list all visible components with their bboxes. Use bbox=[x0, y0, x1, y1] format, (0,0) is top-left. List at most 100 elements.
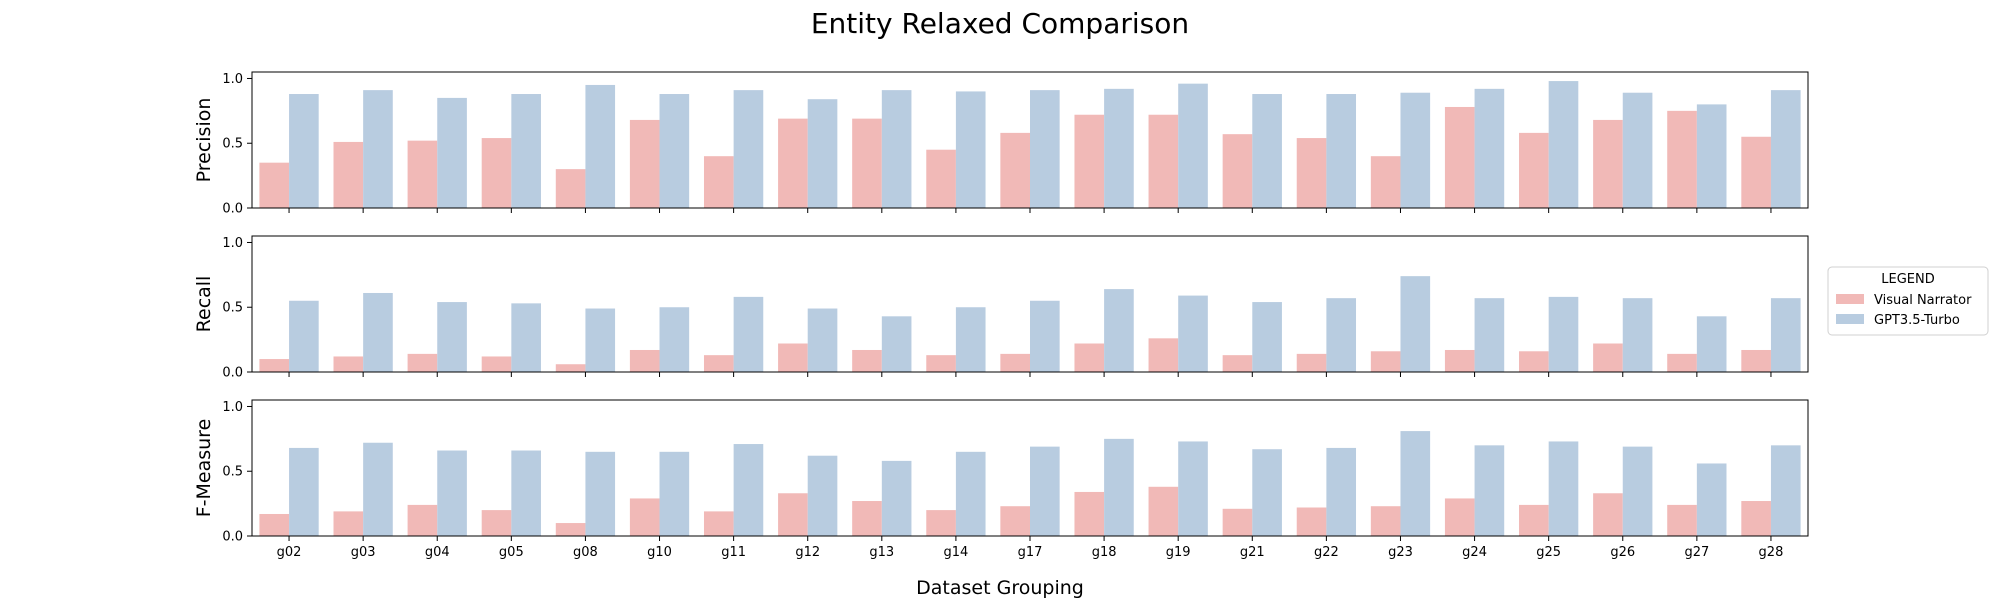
x-tick-label-g24: g24 bbox=[1462, 545, 1487, 560]
x-tick-label-g12: g12 bbox=[795, 545, 820, 560]
bar-f-measure-visual-narrator-g26 bbox=[1593, 493, 1623, 536]
panel-precision: 0.0 0.5 1.0 Precision bbox=[193, 71, 1809, 217]
bar-f-measure-gpt3-5-turbo-g28 bbox=[1770, 445, 1801, 536]
bar-f-measure-gpt3-5-turbo-g26 bbox=[1622, 446, 1653, 536]
bar-recall-visual-narrator-g21 bbox=[1222, 355, 1253, 372]
bar-f-measure-gpt3-5-turbo-g02 bbox=[289, 447, 319, 536]
x-tick-label-g17: g17 bbox=[1018, 545, 1043, 560]
panel-recall: 0.0 0.5 1.0 Recall bbox=[193, 235, 1809, 381]
bar-f-measure-gpt3-5-turbo-g25 bbox=[1548, 441, 1579, 536]
bar-recall-visual-narrator-g28 bbox=[1741, 349, 1771, 372]
bar-recall-visual-narrator-g27 bbox=[1667, 353, 1697, 372]
bar-recall-gpt3-5-turbo-g05 bbox=[511, 303, 541, 372]
bar-f-measure-gpt3-5-turbo-g17 bbox=[1030, 446, 1060, 536]
bar-f-measure-visual-narrator-g02 bbox=[259, 513, 290, 536]
bar-precision-visual-narrator-g17 bbox=[1000, 132, 1030, 208]
x-tick-label-g22: g22 bbox=[1314, 545, 1339, 560]
bar-f-measure-gpt3-5-turbo-g04 bbox=[437, 450, 467, 536]
bar-precision-visual-narrator-g23 bbox=[1370, 156, 1401, 208]
bar-precision-gpt3-5-turbo-g14 bbox=[955, 91, 986, 208]
bar-f-measure-visual-narrator-g21 bbox=[1222, 508, 1253, 536]
bar-f-measure-visual-narrator-g13 bbox=[852, 501, 882, 536]
bar-precision-visual-narrator-g28 bbox=[1741, 136, 1771, 208]
legend: LEGEND Visual Narrator GPT3.5-Turbo bbox=[1827, 266, 1989, 336]
chart-panels: 0.0 0.5 1.0 Precision 0.0 0.5 1.0 Recall 0.0 0.5 1… bbox=[193, 71, 1809, 560]
bar-recall-visual-narrator-g08 bbox=[555, 364, 586, 372]
bar-precision-visual-narrator-g18 bbox=[1074, 114, 1105, 208]
bar-precision-visual-narrator-g21 bbox=[1222, 134, 1253, 208]
bar-recall-visual-narrator-g22 bbox=[1296, 353, 1327, 372]
bar-recall-visual-narrator-g05 bbox=[481, 356, 512, 372]
bar-f-measure-gpt3-5-turbo-g19 bbox=[1178, 441, 1208, 536]
x-tick-label-g23: g23 bbox=[1388, 545, 1413, 560]
bar-precision-gpt3-5-turbo-g10 bbox=[659, 94, 690, 208]
bar-f-measure-visual-narrator-g23 bbox=[1370, 506, 1401, 536]
bar-precision-visual-narrator-g26 bbox=[1593, 119, 1623, 208]
bar-f-measure-gpt3-5-turbo-g23 bbox=[1400, 431, 1431, 536]
bar-recall-visual-narrator-g11 bbox=[703, 355, 734, 372]
bar-f-measure-visual-narrator-g28 bbox=[1741, 501, 1771, 536]
chart-title: Entity Relaxed Comparison bbox=[811, 7, 1189, 40]
x-tick-label-g26: g26 bbox=[1610, 545, 1635, 560]
x-tick-label-g11: g11 bbox=[721, 545, 746, 560]
x-tick-label-g27: g27 bbox=[1684, 545, 1709, 560]
bar-precision-gpt3-5-turbo-g11 bbox=[733, 90, 764, 208]
bar-f-measure-visual-narrator-g04 bbox=[407, 504, 438, 536]
bar-recall-gpt3-5-turbo-g17 bbox=[1030, 300, 1060, 372]
bar-precision-visual-narrator-g05 bbox=[481, 138, 512, 208]
bar-f-measure-visual-narrator-g22 bbox=[1296, 507, 1327, 536]
x-tick-label-g14: g14 bbox=[944, 545, 969, 560]
bar-recall-gpt3-5-turbo-g21 bbox=[1252, 302, 1282, 372]
bar-f-measure-visual-narrator-g14 bbox=[926, 510, 956, 536]
bar-f-measure-visual-narrator-g03 bbox=[333, 511, 364, 536]
bar-f-measure-gpt3-5-turbo-g22 bbox=[1326, 447, 1357, 536]
bar-f-measure-visual-narrator-g27 bbox=[1667, 504, 1697, 536]
x-tick-label-g05: g05 bbox=[499, 545, 524, 560]
x-tick-label-g25: g25 bbox=[1536, 545, 1561, 560]
bar-f-measure-gpt3-5-turbo-g24 bbox=[1474, 445, 1505, 536]
bar-f-measure-gpt3-5-turbo-g27 bbox=[1696, 463, 1727, 536]
bar-recall-gpt3-5-turbo-g10 bbox=[659, 307, 690, 372]
bar-f-measure-gpt3-5-turbo-g12 bbox=[807, 455, 838, 536]
bar-f-measure-visual-narrator-g12 bbox=[778, 493, 808, 536]
bar-recall-gpt3-5-turbo-g03 bbox=[363, 292, 393, 372]
bar-recall-visual-narrator-g13 bbox=[852, 349, 882, 372]
bar-precision-gpt3-5-turbo-g03 bbox=[363, 90, 393, 208]
bar-precision-visual-narrator-g14 bbox=[926, 149, 956, 208]
y-tick-label: 0.0 bbox=[222, 366, 243, 381]
x-tick-label-g03: g03 bbox=[351, 545, 376, 560]
bar-recall-visual-narrator-g26 bbox=[1593, 343, 1623, 372]
bar-precision-gpt3-5-turbo-g22 bbox=[1326, 94, 1357, 208]
y-tick-label: 0.5 bbox=[222, 137, 243, 152]
bar-recall-visual-narrator-g24 bbox=[1444, 349, 1475, 372]
bar-f-measure-visual-narrator-g11 bbox=[703, 511, 734, 536]
bar-precision-gpt3-5-turbo-g05 bbox=[511, 94, 541, 208]
bar-recall-gpt3-5-turbo-g22 bbox=[1326, 298, 1357, 372]
x-tick-label-g04: g04 bbox=[425, 545, 450, 560]
legend-swatch-gpt35-turbo bbox=[1836, 314, 1864, 324]
y-axis-label-recall: Recall bbox=[193, 276, 215, 333]
y-tick-label: 0.0 bbox=[222, 530, 243, 545]
bar-recall-gpt3-5-turbo-g02 bbox=[289, 300, 319, 372]
bar-precision-visual-narrator-g08 bbox=[555, 169, 586, 208]
bar-recall-visual-narrator-g04 bbox=[407, 353, 438, 372]
x-tick-label-g28: g28 bbox=[1759, 545, 1784, 560]
bar-precision-visual-narrator-g02 bbox=[259, 162, 290, 208]
bar-precision-visual-narrator-g25 bbox=[1519, 132, 1549, 208]
bar-precision-gpt3-5-turbo-g12 bbox=[807, 99, 838, 208]
bar-f-measure-visual-narrator-g05 bbox=[481, 510, 512, 536]
y-tick-label: 0.0 bbox=[222, 202, 243, 217]
y-axis-label-precision: Precision bbox=[193, 98, 215, 183]
x-tick-label-g21: g21 bbox=[1240, 545, 1265, 560]
bar-precision-gpt3-5-turbo-g02 bbox=[289, 94, 319, 208]
bar-precision-visual-narrator-g10 bbox=[629, 119, 660, 208]
bar-recall-gpt3-5-turbo-g14 bbox=[955, 307, 986, 372]
bar-recall-gpt3-5-turbo-g23 bbox=[1400, 276, 1431, 372]
bar-f-measure-visual-narrator-g08 bbox=[555, 523, 586, 536]
bar-precision-gpt3-5-turbo-g24 bbox=[1474, 88, 1505, 208]
bar-f-measure-gpt3-5-turbo-g18 bbox=[1104, 438, 1134, 536]
bar-precision-gpt3-5-turbo-g08 bbox=[585, 84, 616, 208]
x-axis-label: Dataset Grouping bbox=[916, 577, 1084, 599]
bar-recall-gpt3-5-turbo-g12 bbox=[807, 308, 838, 372]
